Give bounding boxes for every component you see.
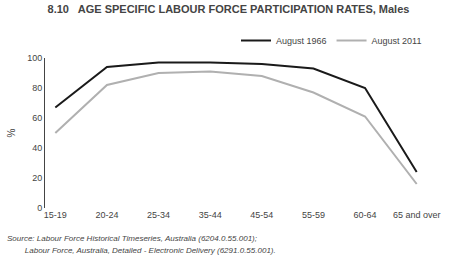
svg-text:40: 40 [32,143,42,153]
svg-text:August 2011: August 2011 [372,36,422,46]
svg-text:%: % [6,128,17,137]
svg-text:0: 0 [37,203,42,213]
svg-text:35-44: 35-44 [199,210,222,220]
svg-text:100: 100 [27,53,42,63]
svg-text:Source: Labour Force Historica: Source: Labour Force Historical Timeseri… [7,234,257,243]
svg-text:15-19: 15-19 [44,210,67,220]
svg-text:60-64: 60-64 [354,210,377,220]
svg-text:20-24: 20-24 [95,210,118,220]
svg-text:65 and over: 65 and over [393,210,441,220]
svg-text:August 1966: August 1966 [276,36,327,46]
svg-text:Labour Force, Australia, Detai: Labour Force, Australia, Detailed - Elec… [7,246,276,255]
svg-text:8.10 AGE SPECIFIC LABOUR FOR: 8.10 AGE SPECIFIC LABOUR FORCE PARTICIPA… [48,3,410,15]
svg-text:25-34: 25-34 [147,210,170,220]
svg-text:45-54: 45-54 [250,210,273,220]
svg-text:60: 60 [32,113,42,123]
svg-text:55-59: 55-59 [302,210,325,220]
svg-text:20: 20 [32,173,42,183]
svg-text:80: 80 [32,83,42,93]
